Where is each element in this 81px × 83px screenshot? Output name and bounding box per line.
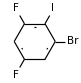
Text: F: F: [13, 3, 19, 13]
Text: I: I: [51, 3, 54, 13]
Text: F: F: [13, 70, 19, 80]
Text: Br: Br: [67, 37, 79, 46]
